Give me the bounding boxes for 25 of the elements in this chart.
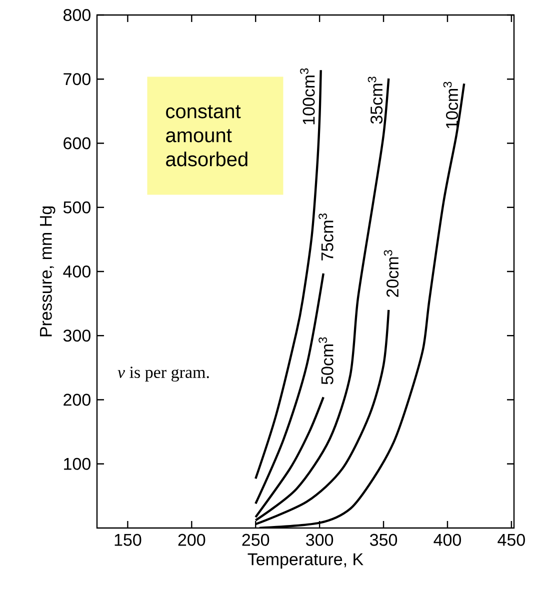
text: 20cm$^{3}$ [384, 250, 399, 297]
y-tick-label: 700 [64, 73, 90, 86]
text: 50cm$^{3}$ [318, 337, 334, 384]
y-tick-label: 600 [64, 137, 90, 150]
text: 35cm$^{3}$ [368, 76, 383, 124]
text: 75cm$^{3}$ [318, 214, 334, 260]
x-tick-label: 300 [306, 534, 334, 546]
y-tick-label: 200 [64, 394, 90, 406]
y-tick-label: 300 [63, 330, 90, 342]
x-tick-label: 450 [498, 534, 525, 546]
text: 100cm$^{3}$ [300, 68, 315, 124]
x-tick-label: 400 [434, 534, 461, 546]
y-tick-label: 800 [64, 8, 90, 22]
y-tick-label: 400 [63, 265, 90, 278]
annotation: v is per gram. [118, 366, 209, 382]
x-tick-label: 250 [242, 534, 270, 546]
x-tick-label: 200 [178, 534, 206, 546]
y-axis-title: Pressure, mm Hg [40, 206, 56, 336]
y-tick-label: 500 [63, 201, 90, 214]
x-tick-label: 150 [114, 534, 142, 546]
text: 10cm$^{3}$ [443, 82, 458, 128]
y-tick-label: 100 [64, 458, 90, 470]
annotation: constant amount adsorbed [166, 105, 248, 166]
x-axis-title: Temperature, K [248, 553, 364, 569]
x-tick-label: 350 [370, 534, 398, 546]
